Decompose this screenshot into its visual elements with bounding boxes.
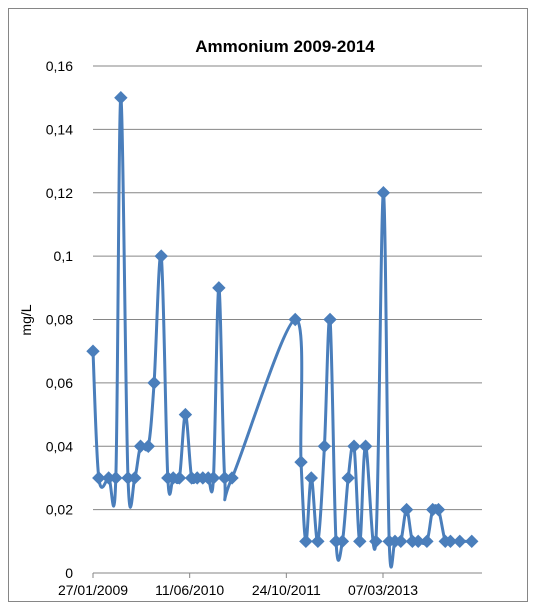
- y-tick-label: 0,12: [46, 185, 73, 201]
- data-point: [353, 534, 367, 549]
- data-point: [341, 471, 355, 485]
- data-point: [294, 455, 308, 469]
- series-line: [91, 96, 472, 569]
- data-point: [206, 471, 221, 485]
- y-tick-label: 0: [65, 565, 73, 581]
- data-point: [335, 534, 350, 549]
- data-point: [453, 534, 467, 549]
- y-tick-label: 0,16: [46, 58, 73, 74]
- x-tick-label: 11/06/2010: [155, 582, 224, 598]
- data-point: [114, 90, 128, 105]
- y-tick-label: 0,08: [46, 312, 73, 328]
- y-axis-label: mg/L: [18, 304, 34, 335]
- data-point: [304, 471, 318, 485]
- data-point: [323, 312, 337, 327]
- y-tick-label: 0,06: [46, 375, 73, 391]
- y-tick-label: 0,14: [46, 121, 73, 137]
- chart-title: Ammonium 2009-2014: [195, 37, 375, 56]
- x-tick-labels: 27/01/2009 11/06/2010 24/10/2011 07/03/2013: [58, 573, 418, 598]
- data-point: [376, 186, 391, 200]
- data-point: [178, 407, 193, 422]
- data-point: [317, 439, 332, 453]
- data-point: [288, 312, 302, 327]
- data-point: [172, 471, 187, 485]
- data-point: [369, 534, 383, 549]
- data-point: [225, 471, 239, 485]
- data-point: [431, 502, 446, 517]
- data-point: [141, 439, 156, 453]
- data-point: [465, 534, 479, 549]
- data-point: [86, 344, 100, 358]
- x-tick-label: 07/03/2013: [348, 582, 418, 598]
- data-point: [128, 471, 142, 485]
- data-point: [311, 534, 325, 549]
- chart-frame: [8, 8, 528, 602]
- y-tick-label: 0,04: [46, 438, 73, 454]
- data-point: [358, 439, 373, 453]
- y-tick-labels: 0 0,02 0,04 0,06 0,08 0,1 0,12 0,14 0,16: [46, 58, 73, 581]
- data-point: [347, 439, 361, 453]
- data-point: [92, 471, 106, 485]
- data-point: [394, 534, 408, 549]
- data-point: [109, 471, 123, 485]
- y-tick-label: 0,1: [54, 248, 74, 264]
- data-point: [443, 534, 458, 549]
- data-point: [420, 534, 434, 549]
- data-point: [399, 502, 414, 517]
- x-tick-label: 27/01/2009: [58, 582, 128, 598]
- data-point: [299, 534, 313, 549]
- data-point: [212, 281, 226, 295]
- data-markers: [86, 90, 479, 549]
- x-tick-label: 24/10/2011: [252, 582, 321, 598]
- y-tick-label: 0,02: [46, 502, 73, 518]
- data-point: [154, 249, 168, 263]
- data-point: [147, 376, 161, 390]
